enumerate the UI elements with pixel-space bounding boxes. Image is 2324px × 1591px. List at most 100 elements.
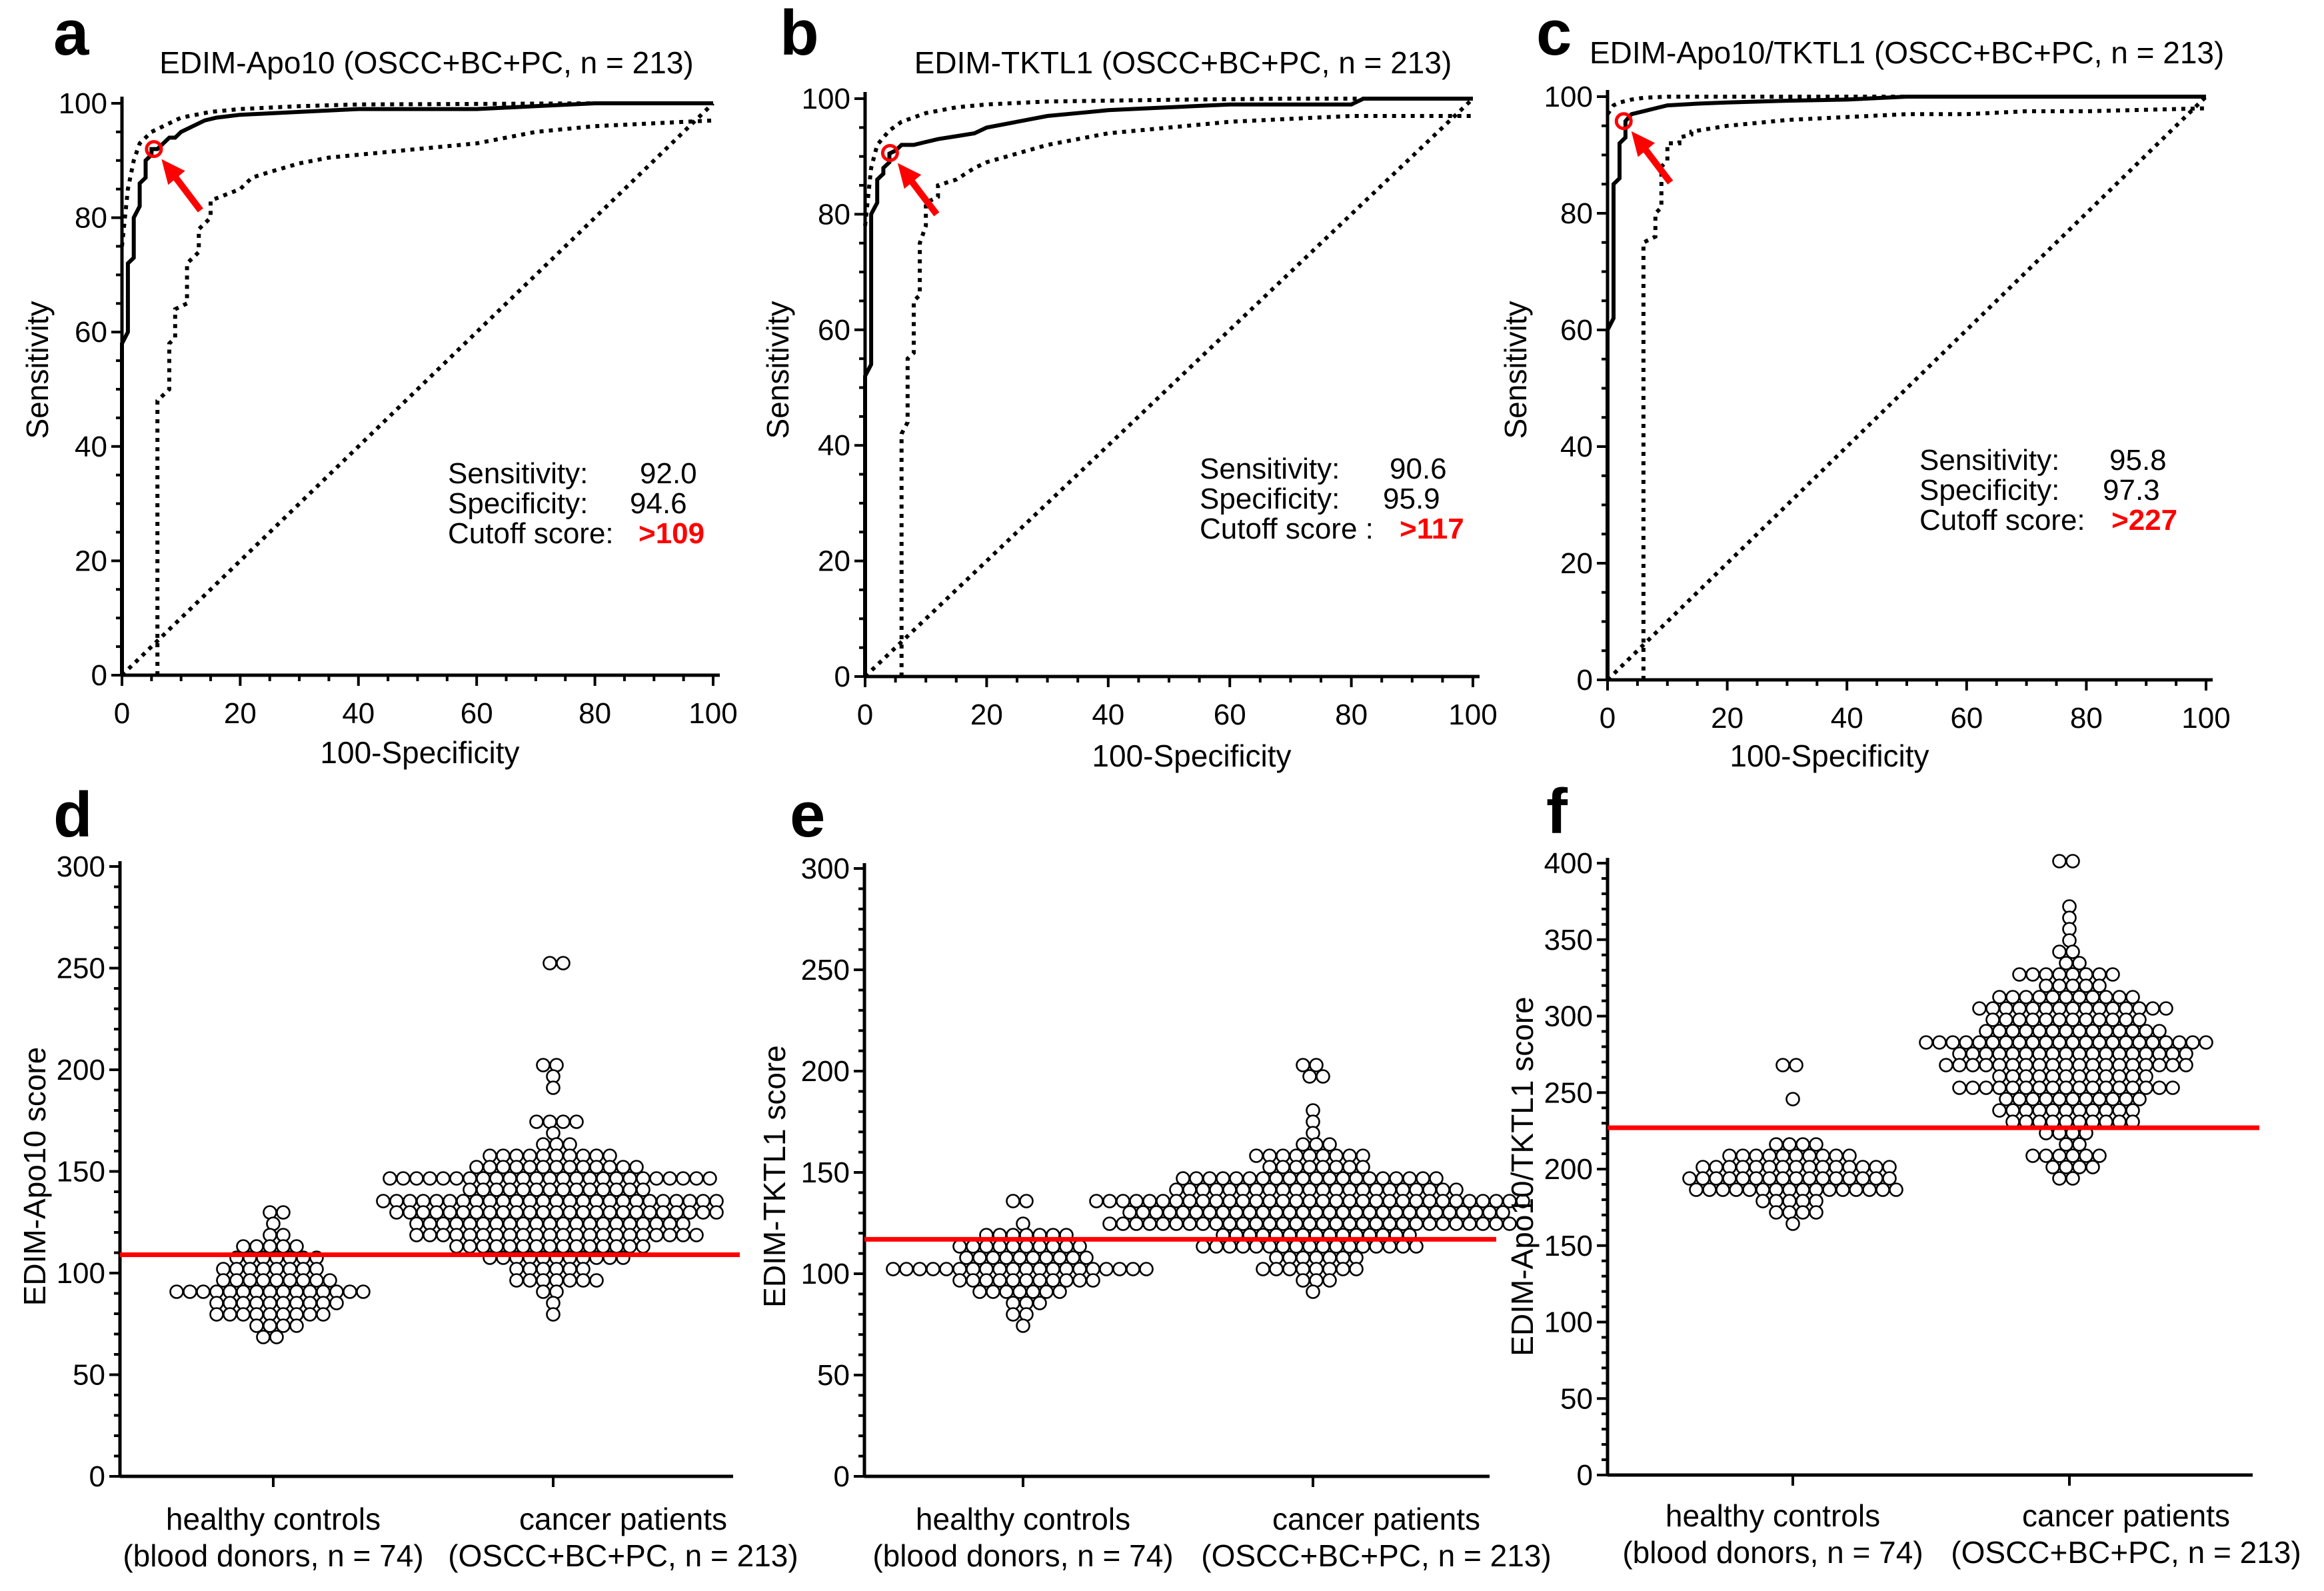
data-point-f-cancer-82: [2012, 1035, 2027, 1050]
data-point-e-cancer-130: [1496, 1205, 1510, 1220]
data-point-e-cancer-98: [1476, 1194, 1490, 1208]
data-point-e-cancer-207: [1336, 1262, 1350, 1276]
data-point-e-cancer-22: [1302, 1160, 1317, 1174]
data-point-e-control-70: [1032, 1296, 1047, 1310]
data-point-d-control-27: [243, 1273, 257, 1288]
y-axis-label-e: EDIM-TKTL1 score: [757, 1045, 792, 1308]
data-point-f-cancer-156: [2085, 1080, 2100, 1095]
data-point-f-control-43: [1829, 1171, 1843, 1186]
x-tick-label-b-20: 20: [970, 699, 1003, 731]
data-point-e-cancer-107: [1189, 1205, 1204, 1220]
data-point-f-cancer-148: [1979, 1080, 1993, 1095]
data-point-f-control-5: [1795, 1137, 1810, 1152]
data-point-e-cancer-149: [1342, 1216, 1357, 1231]
data-point-f-cancer-71: [2112, 1024, 2127, 1038]
data-point-f-cancer-199: [2059, 1137, 2073, 1152]
y-tick-label-e-250: 250: [801, 954, 850, 986]
data-point-e-cancer-151: [1369, 1216, 1384, 1231]
specificity-label-c: Specificity:: [1919, 474, 2059, 507]
data-point-f-cancer-27: [2045, 990, 2060, 1004]
data-point-e-cancer-31: [1229, 1171, 1244, 1186]
data-point-f-cancer-88: [2092, 1035, 2107, 1050]
data-point-f-cancer-166: [2039, 1092, 2053, 1106]
x-tick-label-c-100: 100: [2181, 702, 2230, 735]
data-point-f-control-49: [1702, 1182, 1717, 1197]
data-point-f-cancer-206: [2092, 1148, 2107, 1163]
data-point-e-cancer-19: [1262, 1160, 1277, 1174]
data-point-e-cancer-191: [1382, 1239, 1397, 1254]
data-point-d-cancer-175: [516, 1239, 531, 1254]
data-point-e-cancer-0: [1296, 1058, 1310, 1072]
data-point-e-cancer-38: [1322, 1171, 1337, 1186]
data-point-f-cancer-210: [2085, 1160, 2100, 1174]
data-point-d-control-72: [256, 1330, 271, 1344]
panel-label-d: d: [53, 779, 93, 850]
data-point-f-control-73: [1785, 1216, 1800, 1231]
data-point-e-cancer-40: [1349, 1171, 1364, 1186]
data-point-e-cancer-129: [1482, 1205, 1497, 1220]
series-roc-a: [120, 101, 713, 675]
data-point-e-cancer-125: [1429, 1205, 1444, 1220]
panel-e: e 0 50 100 150 200 250 300 EDIM-TKTL1 score he…: [757, 779, 1552, 1573]
data-point-d-cancer-103: [403, 1205, 417, 1220]
data-point-f-control-38: [1762, 1171, 1777, 1186]
data-point-f-cancer-21: [2079, 978, 2093, 993]
data-point-e-cancer-94: [1422, 1194, 1437, 1208]
panel-d: d 0 50 100 150 200 250 300 EDIM-Apo10 score he…: [17, 779, 798, 1573]
data-point-f-cancer-68: [2072, 1024, 2087, 1038]
dot-plot-f: 0 50 100 150 200 250 300 350 400: [1544, 847, 2259, 1492]
data-point-d-cancer-119: [616, 1205, 630, 1220]
data-point-f-control-48: [1689, 1182, 1704, 1197]
data-point-d-cancer-73: [609, 1182, 624, 1197]
y-tick-label-b-40: 40: [818, 429, 850, 462]
data-point-f-cancer-89: [2105, 1035, 2120, 1050]
y-tick-label-f-200: 200: [1544, 1153, 1593, 1186]
data-point-d-cancer-60: [689, 1171, 704, 1186]
data-point-f-cancer-150: [2005, 1080, 2020, 1095]
data-point-d-cancer-177: [543, 1239, 557, 1254]
optimal-point-marker-a: [145, 140, 163, 159]
data-point-f-cancer-90: [2119, 1035, 2133, 1050]
data-point-e-control-21: [972, 1250, 987, 1265]
data-point-e-cancer-44: [1402, 1171, 1417, 1186]
data-point-d-cancer-62: [463, 1182, 477, 1197]
data-point-d-cancer-116: [576, 1205, 590, 1220]
data-point-e-control-55: [1019, 1273, 1034, 1288]
x-tick-label-c-80: 80: [2070, 702, 2103, 735]
data-point-f-cancer-207: [2045, 1160, 2060, 1174]
data-point-d-control-34: [169, 1284, 184, 1299]
data-point-e-cancer-96: [1449, 1194, 1464, 1208]
data-point-e-cancer-136: [1169, 1216, 1184, 1231]
y-tick-label-c-0: 0: [1577, 664, 1593, 697]
data-point-d-control-71: [289, 1318, 304, 1333]
data-point-f-cancer-96: [2199, 1035, 2213, 1050]
data-point-e-control-24: [1012, 1250, 1027, 1265]
sensitivity-label-b: Sensitivity:: [1200, 453, 1340, 485]
data-point-d-cancer-74: [622, 1182, 637, 1197]
data-point-d-cancer-174: [503, 1239, 517, 1254]
data-point-f-control-58: [1822, 1182, 1837, 1197]
data-point-d-control-6: [249, 1239, 264, 1254]
data-point-e-cancer-132: [1116, 1216, 1130, 1231]
series-reference-a: [120, 101, 715, 677]
data-point-e-cancer-79: [1222, 1194, 1237, 1208]
data-point-e-cancer-9: [1322, 1137, 1337, 1152]
category-2-line-1-d: cancer patients: [519, 1502, 727, 1536]
data-point-d-control-68: [249, 1318, 264, 1333]
data-point-d-control-29: [269, 1273, 284, 1288]
data-point-d-cancer-126: [709, 1205, 724, 1220]
data-point-e-control-62: [986, 1284, 1000, 1299]
data-point-e-cancer-142: [1249, 1216, 1264, 1231]
data-point-e-cancer-87: [1329, 1194, 1344, 1208]
data-point-d-cancer-36: [629, 1160, 644, 1174]
data-point-e-cancer-20: [1276, 1160, 1290, 1174]
data-point-f-control-41: [1802, 1171, 1817, 1186]
panel-b-title: EDIM-TKTL1 (OSCC+BC+PC, n = 213): [914, 45, 1452, 80]
series-reference-c: [1606, 95, 2208, 682]
data-point-f-cancer-34: [1972, 1001, 1987, 1016]
data-point-e-cancer-75: [1169, 1194, 1184, 1208]
data-point-f-cancer-29: [2072, 990, 2087, 1004]
x-axis-label-c: 100-Specificity: [1730, 739, 1929, 773]
dot-plot-d: 0 50 100 150 200 250 300: [57, 850, 740, 1493]
data-point-f-cancer-132: [2165, 1058, 2180, 1072]
